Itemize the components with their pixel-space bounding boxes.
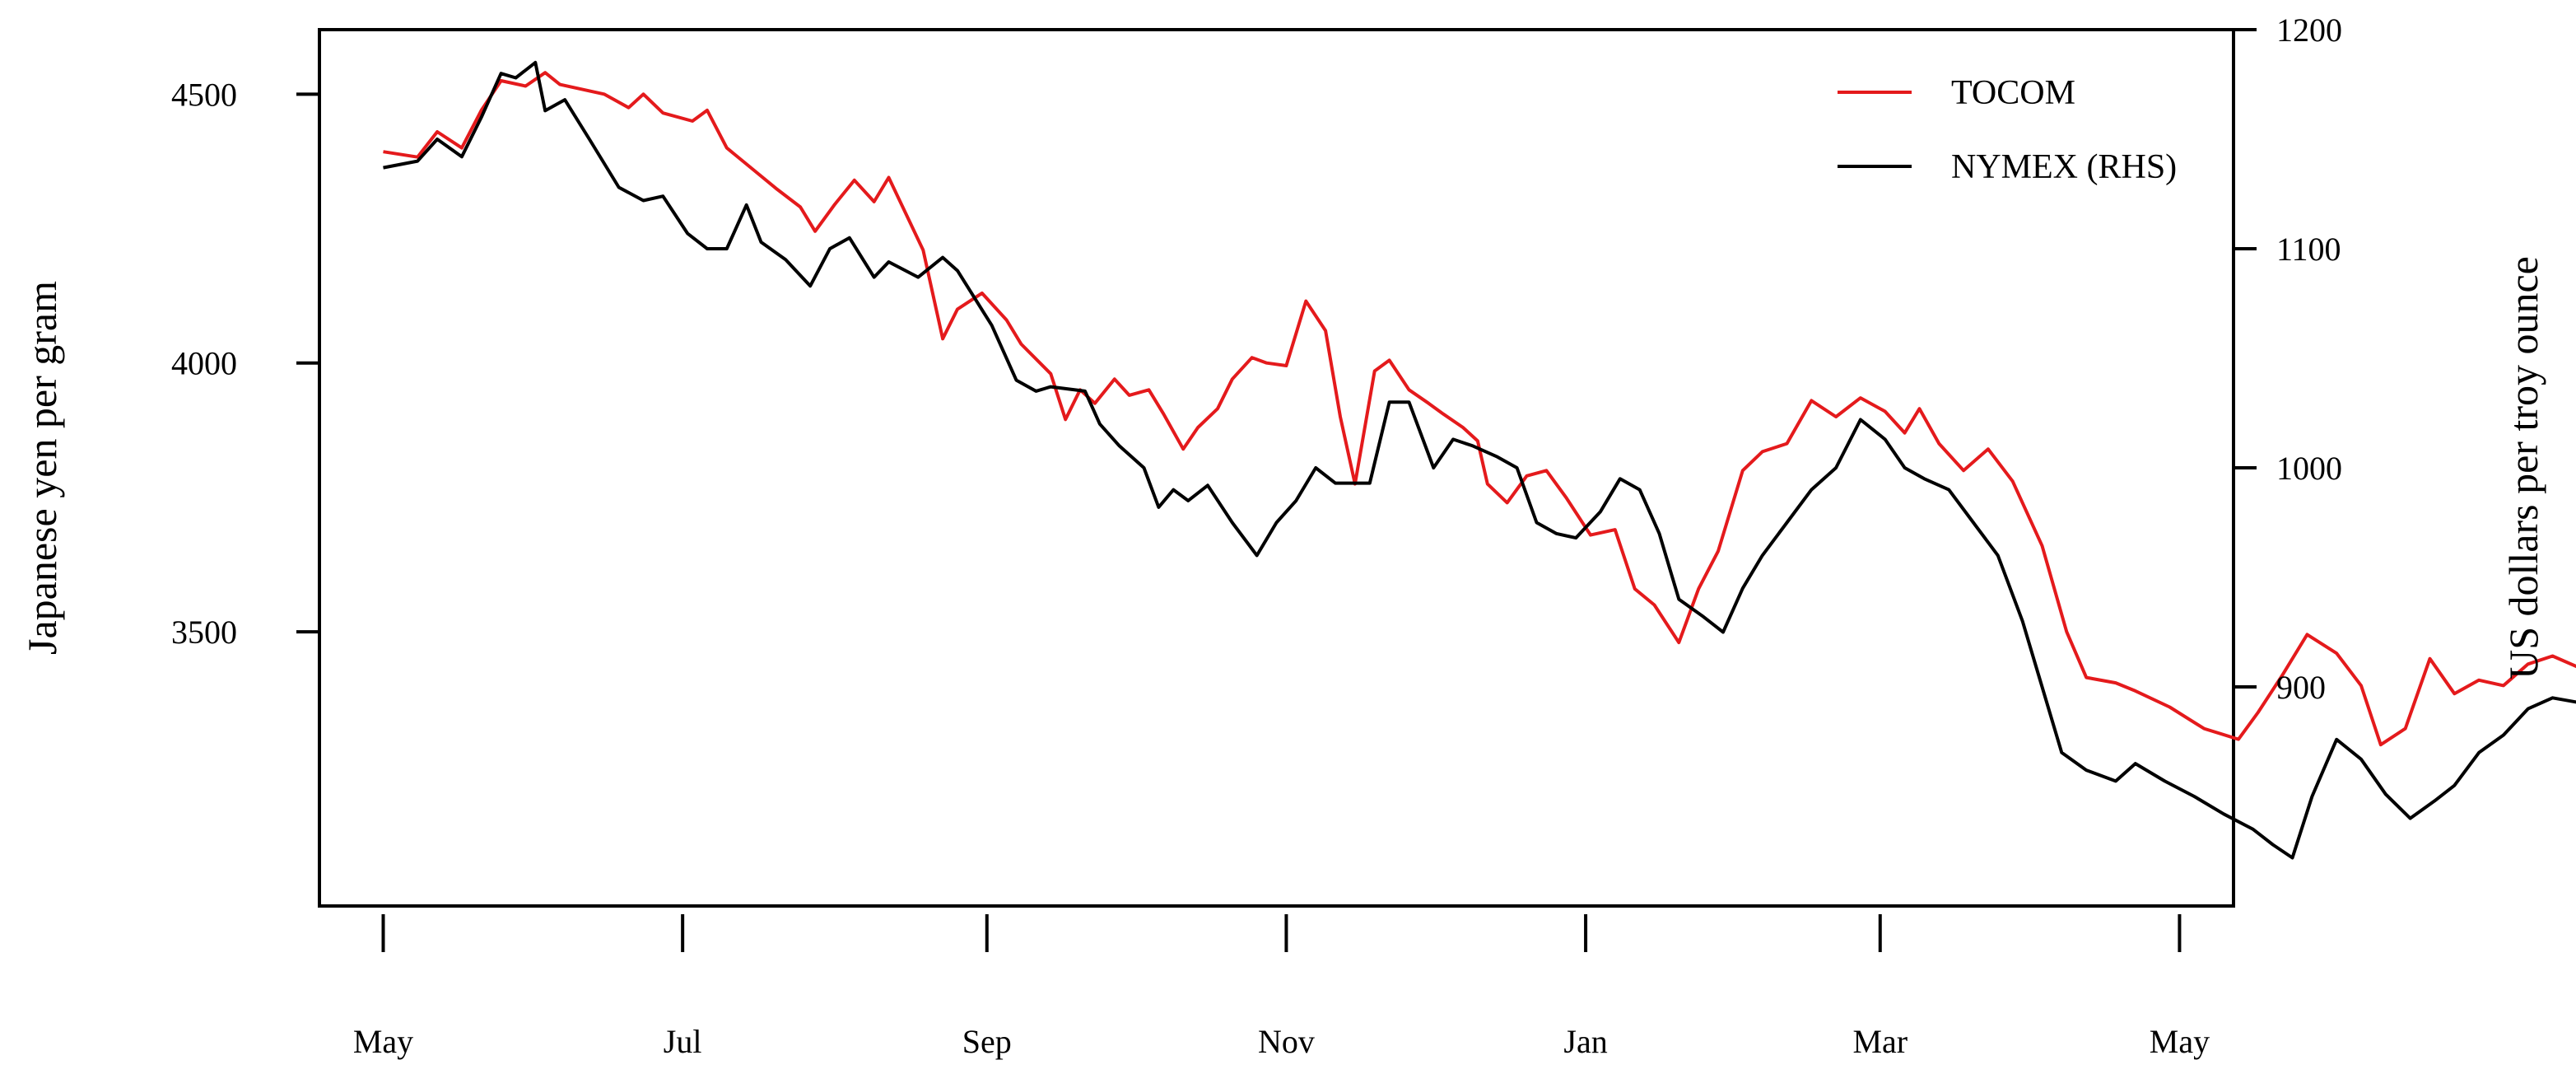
right-tick-label: 1100 — [2276, 231, 2341, 268]
right-axis: 900 1000 1100 1200 — [2234, 12, 2342, 706]
x-axis: May Jul Sep Nov Jan Mar May — [353, 914, 2210, 1060]
x-tick-label: Sep — [962, 1023, 1012, 1060]
series-line-nymex — [383, 60, 2576, 860]
x-tick-label: Jan — [1563, 1023, 1607, 1060]
legend-label-nymex: NYMEX (RHS) — [1951, 148, 2177, 186]
x-tick-label: Mar — [1852, 1023, 1908, 1060]
right-axis-title: US dollars per troy ounce — [2500, 256, 2546, 679]
right-tick-label: 1200 — [2276, 12, 2342, 49]
left-axis: 3500 4000 4500 — [171, 76, 319, 651]
legend: TOCOM NYMEX (RHS) — [1838, 74, 2177, 186]
series-line-tocom — [383, 71, 2576, 747]
series-layer — [383, 60, 2576, 860]
x-tick-label: Nov — [1258, 1023, 1315, 1060]
left-tick-label: 4000 — [171, 345, 237, 382]
x-tick-label: Jul — [664, 1023, 702, 1060]
right-tick-label: 900 — [2276, 669, 2326, 706]
legend-label-tocom: TOCOM — [1951, 74, 2075, 112]
left-tick-label: 4500 — [171, 76, 237, 113]
left-axis-title: Japanese yen per gram — [19, 281, 65, 655]
left-tick-label: 3500 — [171, 614, 237, 651]
right-tick-label: 1000 — [2276, 450, 2342, 487]
x-tick-label: May — [353, 1023, 413, 1060]
x-tick-label: May — [2150, 1023, 2210, 1060]
